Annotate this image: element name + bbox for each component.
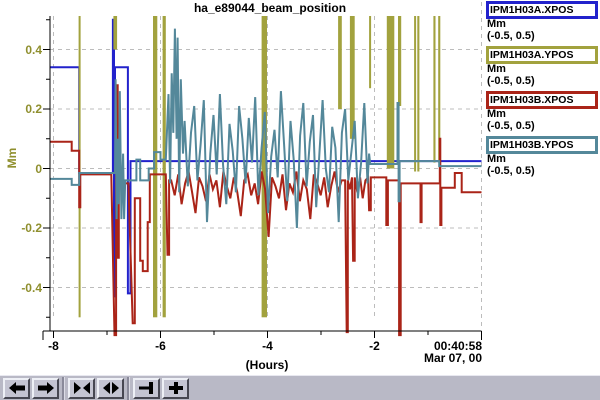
compress-time-button[interactable] <box>68 377 95 399</box>
trace-band-IPM1H03A.YPOS <box>414 16 417 172</box>
legend-unit: Mm <box>487 18 506 30</box>
legend-range: (-0.5, 0.5) <box>487 164 535 177</box>
legend-name-box[interactable]: IPM1H03A.YPOS <box>486 46 598 64</box>
trace-band-IPM1H03A.YPOS <box>349 16 355 139</box>
legend-entry-IPM1H03A.YPOS[interactable]: IPM1H03A.YPOS Mm (-0.5, 0.5) <box>486 46 598 87</box>
legend-unit: Mm <box>487 63 506 75</box>
legend-range: (-0.5, 0.5) <box>487 29 535 42</box>
plus-icon <box>168 382 183 394</box>
trace-band-IPM1H03A.YPOS <box>153 16 158 318</box>
legend-unit: Mm <box>487 153 506 165</box>
x-axis-title: (Hours) <box>245 358 289 372</box>
legend-name-box[interactable]: IPM1H03B.YPOS <box>486 136 598 154</box>
x-tick-label: -8 <box>48 339 59 353</box>
strip-chart-plot <box>42 2 482 340</box>
y-tick-label: 0 <box>35 161 42 176</box>
triangles-in-icon <box>73 382 90 394</box>
toolbar-group-divider <box>127 376 130 400</box>
triangles-out-icon <box>102 382 119 394</box>
legend-panel: IPM1H03A.XPOS Mm (-0.5, 0.5) IPM1H03A.YPOS M… <box>486 1 598 181</box>
legend-range: (-0.5, 0.5) <box>487 74 535 87</box>
pan-left-button[interactable] <box>3 377 30 399</box>
x-tick-label: -2 <box>369 339 380 353</box>
x-tick-label: -4 <box>262 339 273 353</box>
legend-name-box[interactable]: IPM1H03A.XPOS <box>486 1 598 19</box>
zoom-plus-button[interactable] <box>162 377 189 399</box>
trace-IPM1H03B.YPOS <box>50 28 482 229</box>
x-tick-label: -6 <box>155 339 166 353</box>
trace-band-IPM1H03A.YPOS <box>113 16 118 50</box>
toolbar <box>0 375 600 400</box>
arrow-right-icon <box>37 382 54 394</box>
arrow-left-icon <box>8 382 25 394</box>
current-time-label: 00:40:58 <box>433 339 482 353</box>
y-tick-label: 0.4 <box>25 42 42 57</box>
go-to-now-button[interactable] <box>133 377 160 399</box>
trace-band-IPM1H03A.YPOS <box>386 16 395 169</box>
trace-band-IPM1H03A.YPOS <box>162 16 166 318</box>
trace-band-IPM1H03A.YPOS <box>433 16 436 163</box>
arrow-to-bar-icon <box>138 382 153 394</box>
legend-name-box[interactable]: IPM1H03B.XPOS <box>486 91 598 109</box>
toolbar-group-divider <box>62 376 65 400</box>
trace-IPM1H03B.XPOS <box>50 84 482 337</box>
current-date-label: Mar 07, 00 <box>423 351 482 365</box>
legend-entry-IPM1H03A.XPOS[interactable]: IPM1H03A.XPOS Mm (-0.5, 0.5) <box>486 1 598 42</box>
pan-right-button[interactable] <box>32 377 59 399</box>
trace-band-IPM1H03A.YPOS <box>338 16 342 109</box>
chart-title: ha_e89044_beam_position <box>193 1 347 15</box>
y-tick-label: -0.4 <box>21 280 42 295</box>
expand-time-button[interactable] <box>97 377 124 399</box>
trace-band-IPM1H03A.YPOS <box>261 16 267 318</box>
legend-entry-IPM1H03B.XPOS[interactable]: IPM1H03B.XPOS Mm (-0.5, 0.5) <box>486 91 598 132</box>
trace-band-IPM1H03A.YPOS <box>398 16 402 106</box>
legend-range: (-0.5, 0.5) <box>487 119 535 132</box>
legend-entry-IPM1H03B.YPOS[interactable]: IPM1H03B.YPOS Mm (-0.5, 0.5) <box>486 136 598 177</box>
y-axis-unit-label: Mm <box>5 147 19 169</box>
trace-band-IPM1H03A.YPOS <box>438 16 441 163</box>
y-tick-label: -0.2 <box>21 221 42 235</box>
trace-band-IPM1H03A.YPOS <box>417 16 420 172</box>
legend-unit: Mm <box>487 108 506 120</box>
y-tick-label: 0.2 <box>25 102 42 116</box>
trace-band-IPM1H03A.YPOS <box>369 16 372 89</box>
